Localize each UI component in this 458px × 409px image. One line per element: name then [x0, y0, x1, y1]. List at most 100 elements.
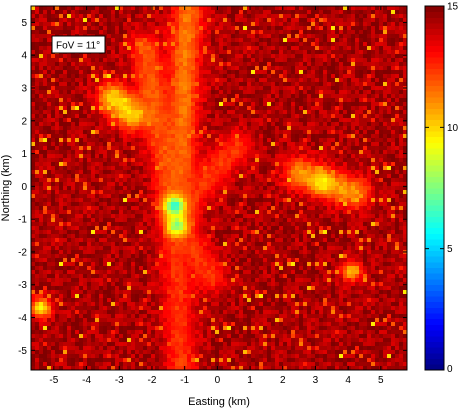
heatmap-cell: [303, 134, 308, 139]
heatmap-cell: [239, 194, 244, 199]
heatmap-cell: [35, 138, 40, 143]
heatmap-cell: [131, 186, 136, 191]
heatmap-cell: [215, 74, 220, 79]
heatmap-cell: [287, 214, 292, 219]
heatmap-cell: [219, 130, 224, 135]
heatmap-cell: [63, 78, 68, 83]
heatmap-cell: [195, 102, 200, 107]
heatmap-cell: [383, 114, 388, 119]
heatmap-cell: [191, 166, 196, 171]
heatmap-cell: [91, 98, 96, 103]
heatmap-cell: [327, 38, 332, 43]
heatmap-cell: [155, 118, 160, 123]
heatmap-cell: [115, 74, 120, 79]
heatmap-cell: [355, 74, 360, 79]
heatmap-cell: [363, 198, 368, 203]
heatmap-cell: [91, 70, 96, 75]
heatmap-cell: [55, 166, 60, 171]
heatmap-cell: [367, 186, 372, 191]
heatmap-cell: [143, 70, 148, 75]
heatmap-cell: [171, 98, 176, 103]
heatmap-cell: [167, 54, 172, 59]
heatmap-cell: [367, 146, 372, 151]
heatmap-cell: [119, 14, 124, 19]
heatmap-cell: [163, 54, 168, 59]
heatmap-cell: [307, 118, 312, 123]
heatmap-cell: [159, 94, 164, 99]
heatmap-cell: [215, 126, 220, 131]
heatmap-cell: [143, 162, 148, 167]
heatmap-cell: [203, 118, 208, 123]
heatmap-cell: [323, 18, 328, 23]
heatmap-cell: [299, 210, 304, 215]
heatmap-cell: [295, 30, 300, 35]
heatmap-cell: [119, 6, 124, 11]
heatmap-cell: [51, 106, 56, 111]
heatmap-cell: [115, 122, 120, 127]
heatmap-cell: [155, 82, 160, 87]
heatmap-cell: [375, 10, 380, 15]
heatmap-cell: [235, 26, 240, 31]
heatmap-cell: [363, 138, 368, 143]
heatmap-cell: [283, 142, 288, 147]
heatmap-cell: [395, 86, 400, 91]
heatmap-cell: [211, 198, 216, 203]
heatmap-cell: [239, 86, 244, 91]
heatmap-cell: [311, 142, 316, 147]
heatmap-cell: [71, 122, 76, 127]
heatmap-cell: [203, 190, 208, 195]
heatmap-cell: [391, 190, 396, 195]
heatmap-cell: [83, 70, 88, 75]
heatmap-cell: [147, 34, 152, 39]
heatmap-cell: [39, 62, 44, 67]
heatmap-cell: [47, 158, 52, 163]
heatmap-cell: [115, 214, 120, 219]
heatmap-cell: [187, 102, 192, 107]
heatmap-cell: [59, 194, 64, 199]
heatmap-cell: [379, 30, 384, 35]
heatmap-cell: [155, 70, 160, 75]
heatmap-cell: [207, 46, 212, 51]
heatmap-cell: [39, 142, 44, 147]
heatmap-cell: [91, 178, 96, 183]
heatmap-cell: [303, 114, 308, 119]
heatmap-cell: [227, 30, 232, 35]
heatmap-cell: [199, 34, 204, 39]
heatmap-cell: [387, 182, 392, 187]
heatmap-cell: [43, 86, 48, 91]
heatmap-cell: [275, 186, 280, 191]
heatmap-cell: [159, 166, 164, 171]
heatmap-cell: [331, 190, 336, 195]
heatmap-cell: [319, 110, 324, 115]
heatmap-cell: [43, 26, 48, 31]
heatmap-cell: [111, 62, 116, 67]
heatmap-cell: [251, 162, 256, 167]
heatmap-cell: [259, 54, 264, 59]
heatmap-cell: [295, 130, 300, 135]
heatmap-cell: [195, 6, 200, 11]
heatmap-cell: [319, 202, 324, 207]
heatmap-cell: [79, 178, 84, 183]
heatmap-cell: [55, 194, 60, 199]
heatmap-cell: [219, 70, 224, 75]
heatmap-cell: [235, 130, 240, 135]
heatmap-cell: [103, 190, 108, 195]
heatmap-cell: [35, 134, 40, 139]
heatmap-cell: [327, 86, 332, 91]
heatmap-cell: [79, 82, 84, 87]
heatmap-cell: [163, 174, 168, 179]
heatmap-cell: [203, 166, 208, 171]
heatmap-cell: [67, 162, 72, 167]
heatmap-cell: [347, 66, 352, 71]
heatmap-cell: [151, 182, 156, 187]
heatmap-cell: [219, 206, 224, 211]
heatmap-cell: [99, 86, 104, 91]
heatmap-cell: [247, 10, 252, 15]
heatmap-cell: [371, 22, 376, 27]
heatmap-cell: [199, 146, 204, 151]
heatmap-cell: [75, 154, 80, 159]
heatmap-cell: [203, 158, 208, 163]
heatmap-cell: [251, 82, 256, 87]
heatmap-cell: [327, 94, 332, 99]
heatmap-cell: [215, 110, 220, 115]
